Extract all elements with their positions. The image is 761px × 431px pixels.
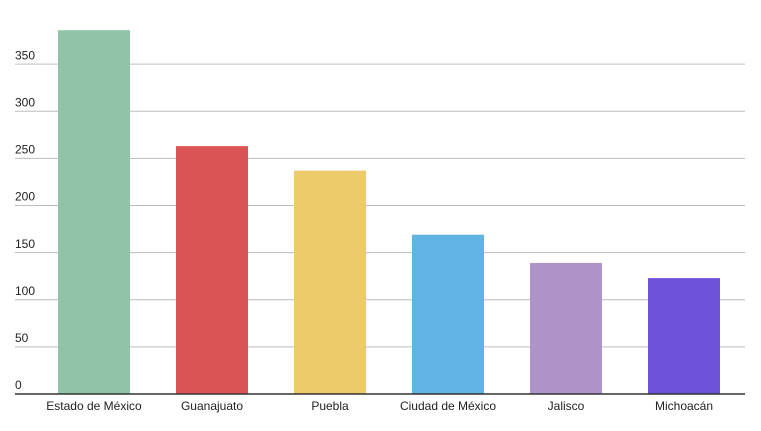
y-tick-label: 200 [15, 190, 35, 204]
bar [648, 278, 720, 394]
bar [530, 262, 602, 394]
y-tick-label: 100 [15, 284, 35, 298]
bar [412, 234, 484, 394]
y-tick-label: 150 [15, 237, 35, 251]
y-tick-label: 50 [15, 331, 29, 345]
y-tick-label: 0 [15, 378, 22, 392]
x-tick-label: Guanajuato [181, 399, 243, 413]
x-tick-label: Estado de México [46, 399, 142, 413]
x-tick-label: Michoacán [655, 399, 713, 413]
bar [294, 170, 366, 394]
y-tick-label: 350 [15, 48, 35, 62]
y-tick-label: 300 [15, 95, 35, 109]
bar [176, 146, 248, 394]
bar [58, 30, 130, 394]
y-tick-label: 250 [15, 143, 35, 157]
x-tick-label: Ciudad de México [400, 399, 496, 413]
x-tick-label: Puebla [311, 399, 349, 413]
x-tick-label: Jalisco [548, 399, 585, 413]
